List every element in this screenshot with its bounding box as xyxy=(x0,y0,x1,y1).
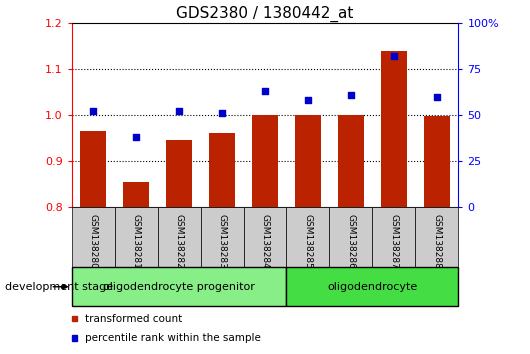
Bar xyxy=(114,207,157,267)
Title: GDS2380 / 1380442_at: GDS2380 / 1380442_at xyxy=(176,5,354,22)
Text: development stage: development stage xyxy=(5,282,113,292)
Text: oligodendrocyte: oligodendrocyte xyxy=(328,282,418,292)
Bar xyxy=(72,267,287,306)
Point xyxy=(89,109,98,114)
Text: GSM138283: GSM138283 xyxy=(217,214,226,269)
Point xyxy=(175,109,183,114)
Bar xyxy=(338,115,364,207)
Bar xyxy=(424,116,450,207)
Text: GSM138288: GSM138288 xyxy=(432,214,441,269)
Point xyxy=(432,94,441,99)
Text: GSM138282: GSM138282 xyxy=(174,214,183,269)
Bar xyxy=(123,182,149,207)
Bar xyxy=(80,131,106,207)
Bar xyxy=(287,207,330,267)
Point xyxy=(347,92,355,98)
Text: GSM138286: GSM138286 xyxy=(347,214,356,269)
Bar xyxy=(295,115,321,207)
Text: GSM138287: GSM138287 xyxy=(390,214,399,269)
Point xyxy=(132,134,140,140)
Text: GSM138281: GSM138281 xyxy=(131,214,140,269)
Point xyxy=(390,53,398,59)
Bar xyxy=(373,207,416,267)
Bar xyxy=(209,133,235,207)
Text: percentile rank within the sample: percentile rank within the sample xyxy=(85,333,261,343)
Bar xyxy=(157,207,200,267)
Text: transformed count: transformed count xyxy=(85,314,182,324)
Bar xyxy=(287,267,458,306)
Bar xyxy=(252,115,278,207)
Text: GSM138280: GSM138280 xyxy=(89,214,98,269)
Bar xyxy=(243,207,287,267)
Point xyxy=(261,88,269,94)
Bar xyxy=(416,207,458,267)
Point xyxy=(218,110,226,116)
Bar xyxy=(72,207,114,267)
Bar xyxy=(330,207,373,267)
Bar xyxy=(200,207,243,267)
Text: GSM138285: GSM138285 xyxy=(304,214,313,269)
Text: oligodendrocyte progenitor: oligodendrocyte progenitor xyxy=(103,282,255,292)
Text: GSM138284: GSM138284 xyxy=(261,214,269,269)
Point xyxy=(304,97,312,103)
Bar xyxy=(381,51,407,207)
Bar xyxy=(166,141,192,207)
